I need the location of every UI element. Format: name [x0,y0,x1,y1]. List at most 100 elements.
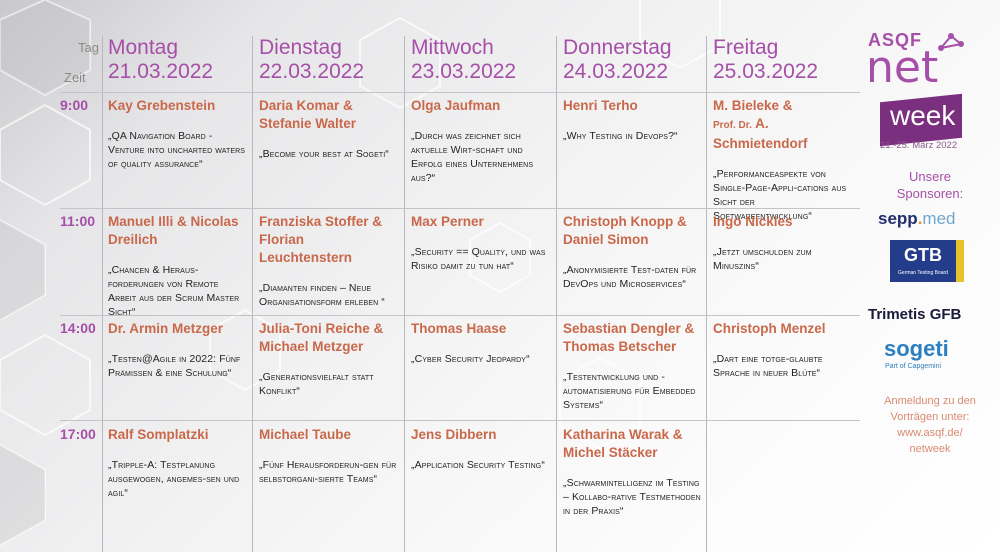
speaker-name: Daria Komar & Stefanie Walter [259,98,357,131]
column-divider [706,36,707,552]
speaker-name: M. Bieleke & Prof. Dr. A. Schmietendorf [713,97,853,153]
row-divider [60,92,860,93]
talk-title: „Diamanten finden – Neue Organisationsfo… [259,282,385,308]
speaker-name: Sebastian Dengler & Thomas Betscher [563,321,695,354]
day-header-monday: Montag 21.03.2022 [108,36,213,84]
column-divider [252,36,253,552]
speaker-name: Thomas Haase [411,321,507,336]
talk-title: „QA Navigation Board - Venture into unch… [108,130,246,170]
day-name: Montag [108,36,179,59]
time-slot: 11:00 [60,213,96,229]
speaker-line: A. Schmietendorf [713,116,808,151]
column-divider [102,36,103,552]
session-cell: Ingo Nickles „Jetzt umschulden zum Minus… [713,213,853,273]
day-date: 24.03.2022 [563,60,669,83]
speaker-name: Kay Grebenstein [108,98,216,113]
molecule-icon [938,33,964,51]
speaker-name: Olga Jaufman [411,98,501,113]
speaker-name: Michael Taube [259,427,352,442]
session-cell: Olga Jaufman „Durch was zeichnet sich ak… [411,97,551,185]
talk-title: „Security == Quality, und was Risiko dam… [411,246,546,272]
day-name: Dienstag [259,36,342,59]
session-cell: M. Bieleke & Prof. Dr. A. Schmietendorf … [713,97,853,223]
day-header-thursday: Donnerstag 24.03.2022 [563,36,672,84]
day-name: Mittwoch [411,36,494,59]
talk-title: „Tripple-A: Testplanung ausgewogen, ange… [108,459,240,499]
session-cell: Christoph Menzel „Dart eine totge-glaubt… [713,320,853,380]
sponsor-gtb-text: GTB [904,245,942,265]
day-date: 21.03.2022 [108,60,214,83]
session-cell: Franziska Stoffer & Florian Leuchtenster… [259,213,399,309]
talk-title: „Schwarmintelligenz im Testing – Kollabo… [563,477,701,517]
event-dates: 21.-25. März 2022 [880,140,958,151]
talk-title: „Anonymisierte Test-daten für DevOps und… [563,264,697,290]
talk-title: „Performanceaspekte von Single-Page-Appl… [713,168,847,222]
session-cell: Michael Taube „Fünf Herausforderun-gen f… [259,426,399,486]
row-divider [60,315,860,316]
session-cell: Kay Grebenstein „QA Navigation Board - V… [108,97,248,171]
speaker-name: Manuel Illi & Nicolas Dreilich [108,214,239,247]
sponsors-title: Unsere Sponsoren: [896,169,964,201]
session-cell: Daria Komar & Stefanie Walter „Become yo… [259,97,399,161]
column-divider [404,36,405,552]
day-name: Freitag [713,36,779,59]
speaker-title-prefix: Prof. Dr. [713,120,752,131]
session-cell: Henri Terho „Why Testing in Devops?“ [563,97,703,143]
speaker-name: Ralf Somplatzki [108,427,209,442]
talk-title: „Cyber Security Jeopardy“ [411,353,530,365]
session-cell: Christoph Knopp & Daniel Simon „Anonymis… [563,213,703,291]
week-logo: week [890,100,956,131]
speaker-name: Dr. Armin Metzger [108,321,224,336]
column-divider [556,36,557,552]
schedule-table: Tag Zeit Montag 21.03.2022 Dienstag 22.0… [60,36,860,552]
talk-title: „Testen@Agile in 2022: Fünf Prämissen & … [108,353,241,379]
session-cell: Julia-Toni Reiche & Michael Metzger „Gen… [259,320,399,398]
day-header-friday: Freitag 25.03.2022 [713,36,818,84]
day-date: 22.03.2022 [259,60,365,83]
session-cell: Jens Dibbern „Application Security Testi… [411,426,551,472]
session-cell: Max Perner „Security == Quality, und was… [411,213,551,273]
sponsor-sepp-text: sepp [878,209,918,228]
time-slot: 14:00 [60,320,96,336]
speaker-name: Julia-Toni Reiche & Michael Metzger [259,321,384,354]
sponsor-med-text: med [922,209,956,228]
day-header-wednesday: Mittwoch 23.03.2022 [411,36,516,84]
session-cell: Sebastian Dengler & Thomas Betscher „Tes… [563,320,703,412]
session-cell: Thomas Haase „Cyber Security Jeopardy“ [411,320,551,366]
row-divider [60,208,860,209]
asqf-logo: ASQF [868,30,923,50]
speaker-name: Katharina Warak & Michel Stäcker [563,427,683,460]
speaker-name: Christoph Menzel [713,321,826,336]
sponsor-gtb-subtitle: German Testing Board [898,270,948,276]
speaker-name: Max Perner [411,214,484,229]
speaker-name: Jens Dibbern [411,427,497,442]
talk-title: „Become your best at Sogeti“ [259,148,389,160]
day-header-tuesday: Dienstag 22.03.2022 [259,36,364,84]
talk-title: „Why Testing in Devops?“ [563,130,678,142]
talk-title: „Testentwicklung und -automatisierung fü… [563,371,696,411]
session-cell: Manuel Illi & Nicolas Dreilich „Chancen … [108,213,248,319]
talk-title: „Application Security Testing“ [411,459,545,471]
talk-title: „Fünf Herausforderun-gen für selbstorgan… [259,459,397,485]
registration-note: Anmeldung zu den Vorträgen unter: www.as… [884,395,976,455]
zeit-label: Zeit [64,70,86,85]
speaker-name: Christoph Knopp & Daniel Simon [563,214,687,247]
session-cell: Ralf Somplatzki „Tripple-A: Testplanung … [108,426,248,500]
day-name: Donnerstag [563,36,672,59]
sponsor-trimetis-logo: Trimetis GFB [868,306,962,323]
talk-title: „Generationsvielfalt statt Konflikt“ [259,371,374,397]
talk-title: „Chancen & Heraus-forderungen von Remote… [108,264,240,318]
speaker-line: M. Bieleke & [713,98,793,113]
sponsor-sogeti-logo: sogeti [884,336,949,361]
speaker-name: Ingo Nickles [713,214,793,229]
session-cell: Dr. Armin Metzger „Testen@Agile in 2022:… [108,320,248,380]
row-divider [60,420,860,421]
session-cell: Katharina Warak & Michel Stäcker „Schwar… [563,426,703,518]
speaker-name: Franziska Stoffer & Florian Leuchtenster… [259,214,383,265]
time-slot: 9:00 [60,97,89,113]
tag-label: Tag [78,40,99,55]
sponsor-gtb-logo: GTB German Testing Board [890,240,964,282]
talk-title: „Dart eine totge-glaubte Sprache in neue… [713,353,823,379]
day-date: 23.03.2022 [411,60,517,83]
